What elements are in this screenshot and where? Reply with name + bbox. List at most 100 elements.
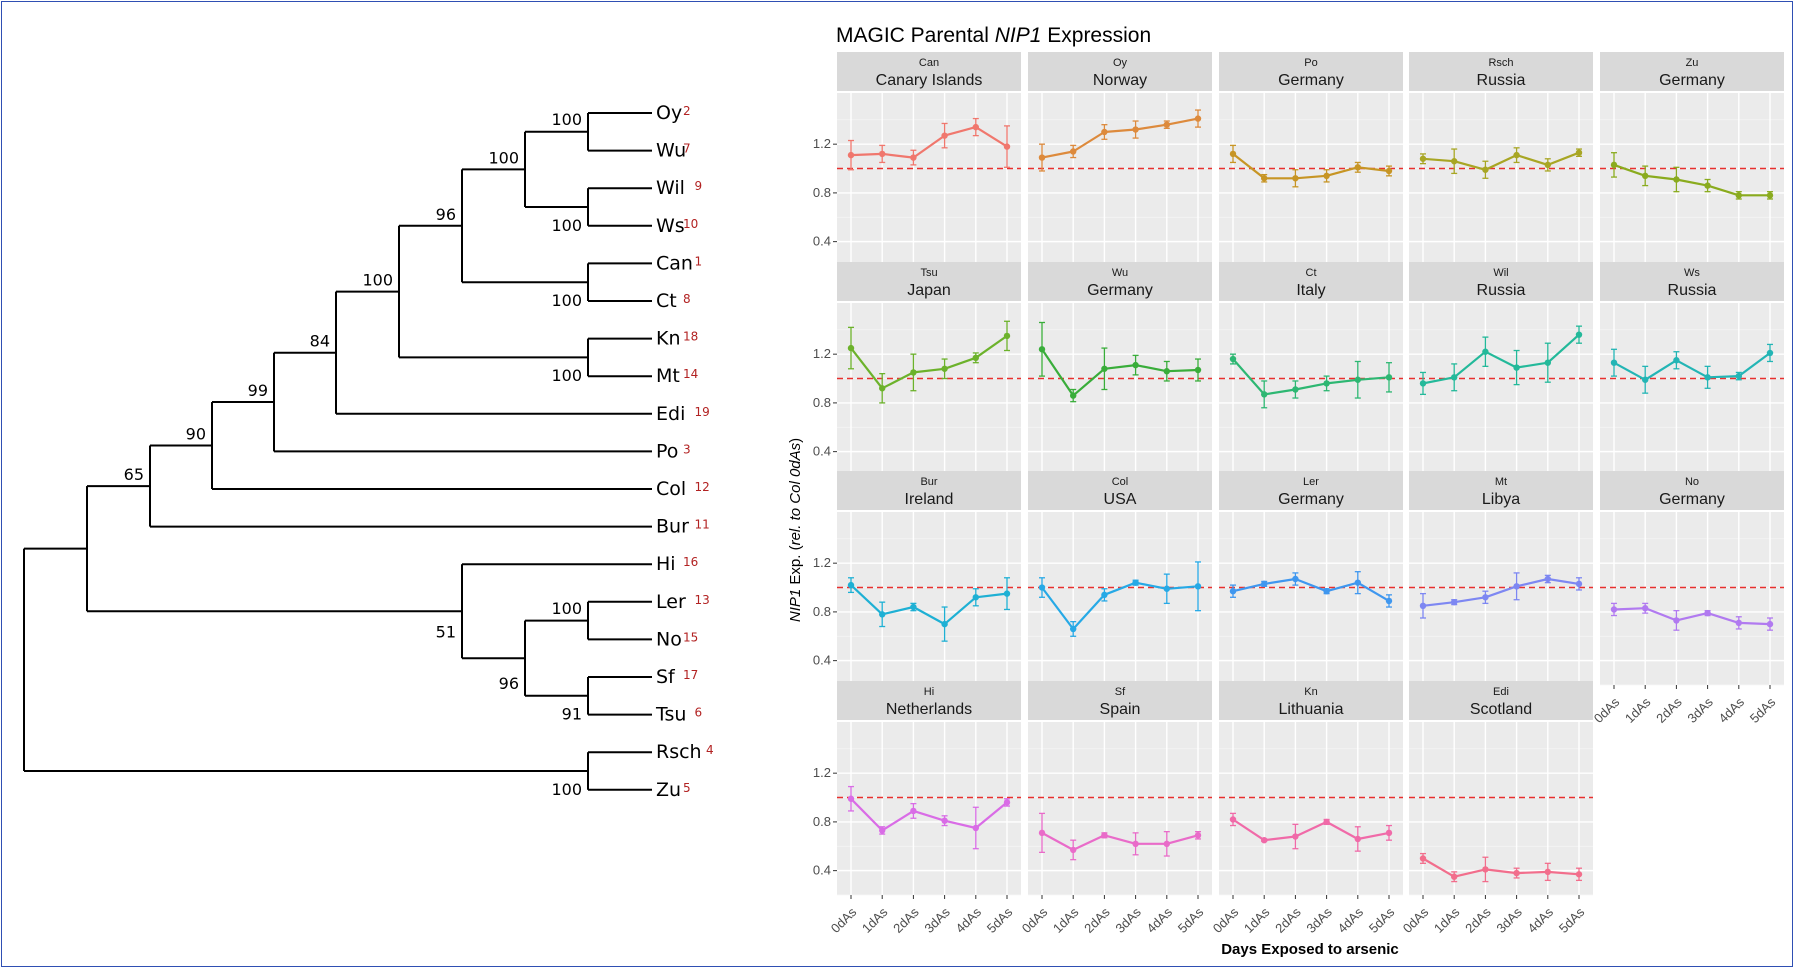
data-point [1610,161,1618,169]
data-point [1451,158,1458,165]
facet-panel-no: No Germany 0dAs 1dAs 2dAs 3dAs 4dAs 5dAs [1591,471,1784,726]
facet-panel-ler: Ler Germany [1219,471,1403,686]
tree-tip-number: 6 [695,706,703,720]
facet-strip [1219,681,1403,720]
data-point [972,123,979,131]
y-tick-label: 0.4 [813,234,831,249]
data-point [1163,585,1171,592]
x-axis-label: Days Exposed to arsenic [1221,941,1399,958]
y-tick-label: 0.8 [813,814,831,829]
facet-panel-kn: Kn Lithuania 0dAs 1dAs 2dAs 3dAs 4dAs 5dAs [1210,681,1403,936]
x-tick-label: 5dAs [1175,904,1207,936]
y-tick-label: 0.4 [813,444,831,459]
panel-background [1600,93,1784,266]
panel-background [1219,512,1403,685]
bootstrap-value: 91 [562,705,582,724]
series-line [850,584,1008,626]
tree-tip-number: 19 [695,405,710,419]
data-point [1292,386,1299,393]
data-point [1101,591,1108,599]
series-line [1613,607,1771,626]
facet-code-label: Can [919,57,939,69]
data-point [1229,587,1237,595]
tree-tip-number: 1 [695,254,703,268]
data-point [1038,584,1046,591]
data-point [1261,391,1268,398]
bootstrap-value: 100 [362,271,393,290]
data-point [1385,374,1393,381]
data-point [1354,579,1362,586]
data-point [1704,182,1711,189]
data-point [1194,115,1202,122]
series-line [850,334,1008,390]
x-tick-label: 0dAs [1400,904,1432,936]
data-point [1354,835,1362,843]
series-line [1613,352,1771,381]
facet-code-label: Sf [1115,686,1126,698]
y-tick-label: 0.8 [813,604,831,619]
y-tick-label: 1.2 [813,765,831,780]
tree-tip-number: 7 [683,142,691,156]
tree-tip-label: Col [656,478,686,500]
data-point [1003,143,1011,150]
panel-background [1409,512,1593,685]
bootstrap-value: 51 [436,622,456,641]
facet-code-label: Mt [1495,476,1507,488]
tree-tip-label: Bur [656,516,689,538]
data-point [941,620,948,628]
panel-background [1409,93,1593,266]
data-point [1101,832,1108,839]
panel-background [837,722,1021,895]
facet-country-label: Lithuania [1279,701,1344,718]
facet-country-label: Italy [1296,282,1325,299]
facet-panel-wil: Wil Russia [1409,262,1593,477]
data-point [1451,374,1458,381]
data-point [1038,829,1046,837]
data-point [1544,359,1552,366]
panel-background [837,93,1021,266]
facet-code-label: No [1685,476,1699,488]
x-tick-label: 5dAs [1556,904,1588,936]
facet-panel-po: Po Germany [1219,52,1403,267]
series-line [1422,577,1580,607]
facet-panel-oy: Oy Norway [1028,52,1212,267]
data-point [1735,619,1743,627]
data-point [1385,167,1393,175]
data-point [1766,192,1774,199]
series-line [1041,348,1199,397]
series-line [1232,577,1390,602]
tree-tip-label: Rsch [656,741,702,763]
facet-code-label: Ws [1684,267,1700,279]
series-line [1232,358,1390,396]
tree-tip-label: Oy [656,102,682,124]
data-point [1194,583,1202,590]
data-point [847,795,855,802]
y-tick-label: 0.8 [813,185,831,200]
panel-background [837,303,1021,476]
data-point [879,827,886,834]
data-point [941,132,948,139]
facet-strip [1409,262,1593,301]
y-axis-label: NIP1 Exp. (rel. to Col 0dAs) [787,438,804,622]
x-tick-label: 4dAs [953,904,985,936]
x-tick-label: 3dAs [1303,904,1335,936]
series-line [1041,831,1199,852]
x-tick-label: 4dAs [1716,694,1748,726]
tree-tip-label: Zu [656,779,681,801]
facet-country-label: Norway [1093,72,1147,89]
bootstrap-value: 100 [551,291,582,310]
x-tick-label: 0dAs [1591,694,1623,726]
data-point [910,369,917,376]
data-point [1070,625,1077,633]
data-point [1132,840,1139,848]
data-point [1132,361,1139,369]
series-line [1041,581,1199,631]
series-line [1422,857,1580,878]
data-point [972,824,979,832]
tree-tip-number: 17 [683,668,698,682]
facet-country-label: Libya [1482,491,1520,508]
x-tick-label: 4dAs [1144,904,1176,936]
data-point [1673,357,1680,364]
data-point [1482,866,1489,873]
x-tick-label: 1dAs [1241,904,1273,936]
